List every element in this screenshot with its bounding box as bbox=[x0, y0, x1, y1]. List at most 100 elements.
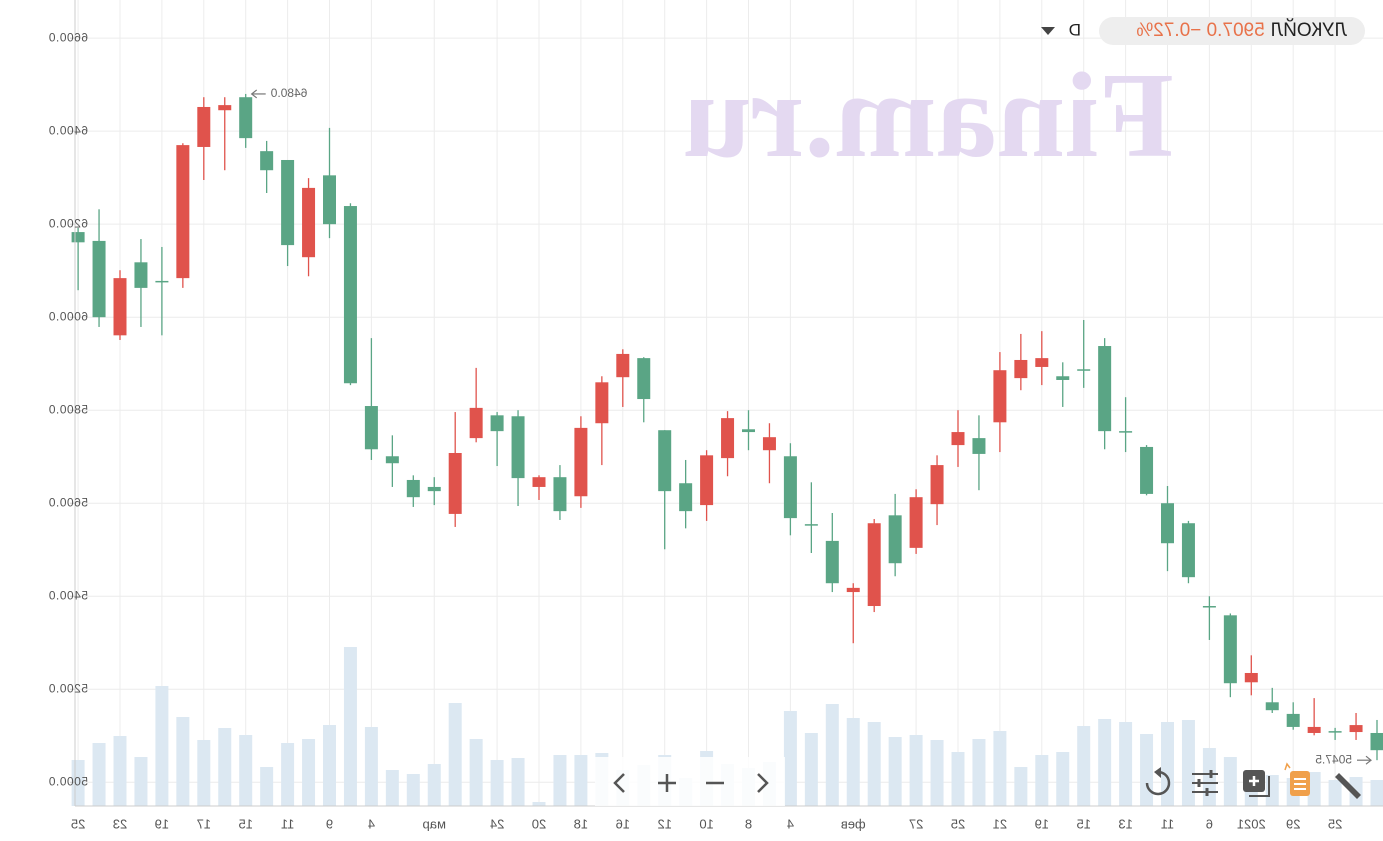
x-tick-label: 6 bbox=[1206, 816, 1213, 831]
candle-body bbox=[742, 429, 755, 433]
y-tick-label: 6000.0 bbox=[48, 309, 88, 323]
candle-body bbox=[1307, 726, 1321, 733]
volume-bar bbox=[846, 718, 860, 806]
volume-bar bbox=[260, 767, 274, 806]
candle-body bbox=[783, 456, 797, 519]
x-tick-label: 11 bbox=[1161, 816, 1175, 831]
volume-bar bbox=[134, 757, 148, 806]
candle-body bbox=[616, 353, 630, 378]
volume-bar bbox=[1370, 780, 1383, 806]
volume-bar bbox=[1035, 755, 1049, 806]
volume-bar bbox=[239, 735, 253, 806]
volume-bar bbox=[490, 760, 504, 806]
candle-body bbox=[1370, 732, 1383, 751]
volume-bar bbox=[993, 731, 1007, 806]
nav-backdrop bbox=[595, 757, 785, 806]
candle-body bbox=[679, 483, 693, 512]
volume-bar bbox=[1265, 775, 1279, 806]
volume-bar bbox=[888, 737, 902, 806]
volume-bar bbox=[1098, 719, 1112, 806]
nav-forward[interactable] bbox=[613, 773, 625, 793]
candle-body bbox=[574, 427, 588, 497]
nav-back[interactable] bbox=[757, 773, 769, 793]
candle-body bbox=[762, 437, 776, 451]
candle-body bbox=[323, 175, 336, 225]
volume-bar bbox=[385, 770, 399, 806]
candle-body bbox=[134, 262, 148, 288]
x-tick-label: 19 bbox=[1035, 816, 1049, 831]
candle-body bbox=[595, 382, 609, 424]
candle-body bbox=[553, 477, 567, 512]
candle-body bbox=[951, 432, 965, 446]
candle-body bbox=[909, 497, 923, 548]
volume-bar bbox=[511, 758, 525, 806]
volume-bar bbox=[92, 743, 106, 806]
volume-bar bbox=[113, 736, 127, 806]
candle-body bbox=[281, 159, 295, 246]
instrument-header[interactable]: ЛУКОЙЛ 5907.0 −0.72% bbox=[1099, 17, 1365, 45]
candle-body bbox=[218, 105, 232, 111]
candle-body bbox=[888, 515, 902, 564]
volume-bar bbox=[783, 711, 797, 806]
candle-body bbox=[490, 415, 504, 432]
volume-bar bbox=[825, 704, 839, 806]
candle-body bbox=[846, 587, 860, 593]
x-tick-label: 13 bbox=[1118, 816, 1132, 831]
quote: 5907.0 −0.72% bbox=[1136, 20, 1264, 41]
volume-bar bbox=[281, 743, 295, 806]
interval-dropdown[interactable] bbox=[1041, 27, 1055, 35]
volume-bar bbox=[155, 686, 169, 806]
candle-body bbox=[721, 418, 735, 459]
candle-body bbox=[1286, 713, 1300, 727]
volume-bar bbox=[804, 733, 818, 806]
x-tick-label: 25 bbox=[71, 816, 85, 831]
interval[interactable]: D bbox=[1069, 20, 1081, 39]
y-tick-label: 5400.0 bbox=[48, 588, 88, 602]
volume-bar bbox=[1181, 720, 1195, 806]
candle-body bbox=[1140, 446, 1154, 494]
x-tick-label: 18 bbox=[574, 816, 588, 831]
settings[interactable] bbox=[1192, 770, 1218, 796]
candle-body bbox=[658, 430, 672, 492]
candle-body bbox=[511, 416, 525, 479]
x-tick-label: 10 bbox=[699, 816, 713, 831]
volume-bar bbox=[553, 755, 567, 806]
volume-bar bbox=[197, 740, 211, 806]
volume-bar bbox=[867, 722, 881, 806]
candle-body bbox=[804, 524, 818, 526]
x-tick-label: 11 bbox=[281, 816, 295, 831]
candle-body bbox=[1098, 346, 1112, 432]
candle-body bbox=[1328, 731, 1342, 733]
annotation-label: 6480.0 bbox=[270, 86, 307, 100]
candle-body bbox=[92, 240, 106, 318]
refresh[interactable] bbox=[1145, 767, 1171, 796]
candle-body bbox=[260, 151, 274, 171]
candle-body bbox=[1181, 523, 1195, 578]
volume-bar bbox=[448, 703, 462, 806]
y-tick-label: 6600.0 bbox=[48, 30, 88, 44]
candle-body bbox=[1056, 376, 1070, 380]
candle-body bbox=[197, 106, 211, 147]
indicators-tool[interactable] bbox=[1284, 762, 1310, 796]
volume-bar bbox=[909, 735, 923, 806]
volume-bar bbox=[176, 717, 190, 806]
volume-bar bbox=[218, 728, 232, 806]
volume-bar bbox=[951, 752, 965, 806]
draw-tool[interactable] bbox=[1335, 773, 1361, 799]
volume-bars bbox=[71, 647, 1383, 806]
x-tick-label: 15 bbox=[1076, 816, 1090, 831]
x-tick-label: 8 bbox=[745, 816, 752, 831]
instrument-pill[interactable] bbox=[1099, 17, 1365, 45]
candle-body bbox=[239, 97, 253, 139]
volume-bar bbox=[1223, 757, 1237, 806]
ticker: ЛУКОЙЛ bbox=[1271, 19, 1347, 41]
volume-bar bbox=[302, 739, 316, 806]
zoom-in[interactable] bbox=[658, 774, 676, 792]
add-chart[interactable] bbox=[1243, 770, 1270, 797]
x-tick-label: 19 bbox=[155, 816, 169, 831]
instrument-label[interactable]: ЛУКОЙЛ 5907.0 −0.72% bbox=[1136, 19, 1347, 41]
volume-bar bbox=[1328, 780, 1342, 806]
candle-body bbox=[385, 456, 399, 464]
